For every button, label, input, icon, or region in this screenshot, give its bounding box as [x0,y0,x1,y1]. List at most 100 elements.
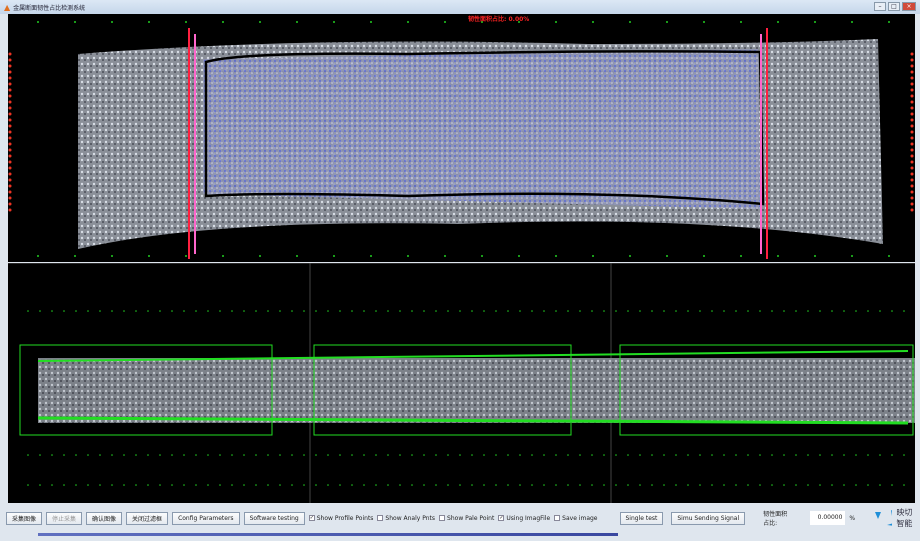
marker-dot [75,310,77,312]
marker-dot [411,310,413,312]
marker-dot [675,310,677,312]
stop-capture-button[interactable]: 停止采集 [46,511,83,525]
marker-dot [740,255,742,257]
show-profile-points-checkbox[interactable]: ✓ Show Profile Points [308,514,374,522]
marker-dot [219,310,221,312]
marker-dot [8,70,12,74]
marker-dot [507,454,509,456]
marker-dot [303,454,305,456]
marker-dot [407,255,409,257]
close-button[interactable]: × [902,2,916,11]
marker-dot [111,21,113,23]
using-imagfile-checkbox[interactable]: ✓ Using ImagFile [498,514,551,522]
marker-dot [639,310,641,312]
marker-dot [735,310,737,312]
marker-dot [651,310,653,312]
marker-dot [831,484,833,486]
config-parameters-button[interactable]: Config Parameters [172,511,240,525]
save-image-checkbox[interactable]: Save image [554,515,598,522]
marker-dot [699,454,701,456]
marker-dot [363,310,365,312]
marker-dot [855,310,857,312]
marker-dot [147,310,149,312]
marker-dot [471,310,473,312]
marker-dot [123,310,125,312]
single-test-button[interactable]: Single test [619,511,664,525]
marker-dot [910,154,914,158]
marker-dot [627,310,629,312]
marker-dot [910,100,914,104]
marker-dot [267,484,269,486]
marker-dot [795,484,797,486]
marker-dot [867,454,869,456]
marker-dot [851,255,853,257]
marker-dot [891,454,893,456]
capture-image-button[interactable]: 采集图像 [6,511,43,525]
marker-dot [339,310,341,312]
maximize-button[interactable]: □ [888,2,900,11]
marker-dot [399,484,401,486]
close-filter-button[interactable]: 关闭过滤框 [126,511,169,525]
marker-dot [711,484,713,486]
minimize-button[interactable]: – [874,2,886,11]
marker-dot [629,21,631,23]
marker-dot [627,454,629,456]
marker-dot [444,255,446,257]
marker-dot [279,454,281,456]
marker-dot [531,310,533,312]
marker-dot [855,484,857,486]
marker-dot [910,124,914,128]
show-pale-point-checkbox[interactable]: Show Pale Point [439,515,494,522]
checkbox-checked-icon: ✓ [498,515,505,521]
software-testing-button[interactable]: Software testing [243,511,305,525]
show-analy-pnts-checkbox[interactable]: Show Analy Pnts [377,515,435,522]
marker-dot [879,454,881,456]
marker-dot [39,310,41,312]
marker-dot [819,454,821,456]
marker-dot [111,454,113,456]
marker-dot [387,454,389,456]
marker-dot [795,310,797,312]
marker-dot [135,310,137,312]
marker-dot [195,454,197,456]
marker-dot [459,310,461,312]
marker-dot [687,454,689,456]
marker-dot [243,310,245,312]
marker-dot [507,484,509,486]
marker-dot [370,255,372,257]
marker-dot [567,310,569,312]
marker-dot [327,310,329,312]
marker-dot [8,136,12,140]
marker-dot [447,484,449,486]
roi-box-3 [619,344,914,436]
marker-dot [63,484,65,486]
marker-dot [910,64,914,68]
marker-dot [843,484,845,486]
marker-dot [291,484,293,486]
marker-dot [171,310,173,312]
marker-dot [8,160,12,164]
marker-dot [555,21,557,23]
marker-dot [910,112,914,116]
confirm-image-button[interactable]: 确认图像 [86,511,123,525]
marker-dot [910,82,914,86]
marker-dot [37,255,39,257]
marker-dot [771,484,773,486]
marker-dot [555,484,557,486]
marker-dot [8,202,12,206]
simu-sending-signal-button[interactable]: Simu Sending Signal [671,511,746,525]
marker-dot [375,484,377,486]
marker-dot [663,310,665,312]
marker-dot [910,202,914,206]
marker-dot [543,310,545,312]
marker-dot [855,454,857,456]
marker-dot [814,21,816,23]
ratio-value-field[interactable]: 0.00000 [809,511,846,525]
marker-dot [910,208,914,212]
marker-dot [37,21,39,23]
marker-dot [63,454,65,456]
marker-dot [783,484,785,486]
marker-dot [910,184,914,188]
marker-dot [99,310,101,312]
marker-dot [8,184,12,188]
